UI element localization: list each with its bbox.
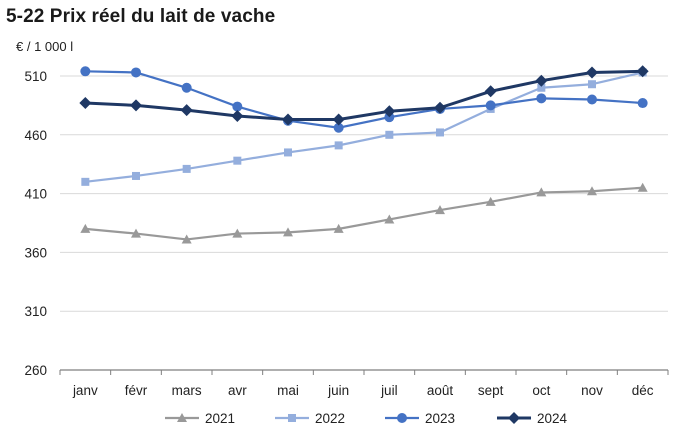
data-point-2023: [333, 122, 344, 133]
legend-label-2023: 2023: [425, 411, 455, 426]
y-tick-label: 510: [24, 69, 47, 84]
series-line-2021: [85, 186, 643, 241]
legend-label-2022: 2022: [315, 411, 345, 426]
data-point-2024: [282, 113, 294, 126]
data-point-2021: [131, 228, 141, 238]
data-point-2024: [636, 65, 649, 78]
data-point-2021: [435, 205, 445, 215]
data-point-2022: [436, 128, 444, 137]
x-tick-label: janv: [72, 383, 98, 398]
data-point-2023: [131, 67, 141, 78]
data-point-2024: [332, 113, 345, 126]
data-point-2023: [80, 66, 91, 77]
series-line-2024: [85, 69, 643, 122]
data-point-2022: [334, 141, 343, 150]
data-point-2021: [333, 223, 344, 233]
data-point-2023: [637, 98, 648, 109]
x-tick-label: juil: [380, 383, 398, 398]
data-point-2021: [181, 234, 192, 244]
data-point-2021: [587, 186, 597, 196]
x-tick-label: mai: [277, 383, 299, 398]
data-point-2022: [385, 130, 394, 139]
y-tick-label: 260: [24, 363, 47, 378]
data-point-2021: [637, 182, 648, 192]
legend-label-2024: 2024: [537, 411, 568, 426]
y-tick-label: 410: [24, 187, 47, 202]
data-point-2024: [231, 109, 244, 122]
x-tick-label: mars: [172, 383, 202, 398]
data-point-2023: [587, 94, 597, 105]
data-point-2021: [536, 187, 547, 197]
chart-title: 5-22 Prix réel du lait de vache: [6, 6, 276, 27]
y-axis-unit-label: € / 1 000 l: [16, 39, 73, 54]
series-line-2023: [85, 70, 643, 129]
data-point-2022: [182, 164, 191, 173]
data-point-2023: [181, 82, 192, 93]
data-point-2024: [383, 105, 396, 118]
y-tick-label: 310: [24, 304, 47, 319]
data-point-2024: [434, 101, 446, 114]
legend-marker-2023: [397, 413, 407, 423]
data-point-2024: [79, 97, 92, 110]
data-point-2022: [132, 171, 140, 180]
data-point-2022: [537, 83, 546, 92]
y-tick-label: 360: [24, 245, 47, 260]
legend-label-2021: 2021: [205, 411, 235, 426]
data-point-2021: [485, 196, 496, 206]
data-point-2023: [485, 100, 496, 111]
data-point-2023: [232, 101, 243, 112]
data-point-2023: [536, 93, 547, 104]
data-point-2022: [233, 156, 242, 165]
data-point-2021: [80, 223, 91, 233]
data-point-2022: [588, 80, 596, 89]
data-point-2021: [384, 214, 395, 224]
data-point-2022: [284, 148, 292, 157]
x-tick-label: févr: [125, 383, 148, 398]
x-tick-label: août: [427, 383, 454, 398]
legend-marker-2022: [288, 414, 296, 422]
data-point-2024: [586, 66, 598, 79]
data-point-2024: [180, 104, 193, 117]
legend-marker-2021: [177, 413, 187, 422]
series-line-2022: [85, 71, 643, 183]
y-tick-label: 460: [24, 128, 47, 143]
data-point-2022: [81, 177, 90, 186]
x-tick-label: oct: [532, 383, 550, 398]
x-tick-label: déc: [632, 383, 654, 398]
x-tick-label: sept: [478, 383, 504, 398]
x-tick-label: juin: [327, 383, 349, 398]
x-tick-label: avr: [228, 383, 247, 398]
x-tick-label: nov: [581, 383, 603, 398]
legend-marker-2024: [508, 412, 520, 424]
data-point-2024: [130, 99, 142, 112]
data-point-2024: [484, 85, 497, 98]
data-point-2021: [232, 228, 243, 238]
data-point-2021: [283, 227, 293, 237]
data-point-2024: [535, 74, 548, 87]
